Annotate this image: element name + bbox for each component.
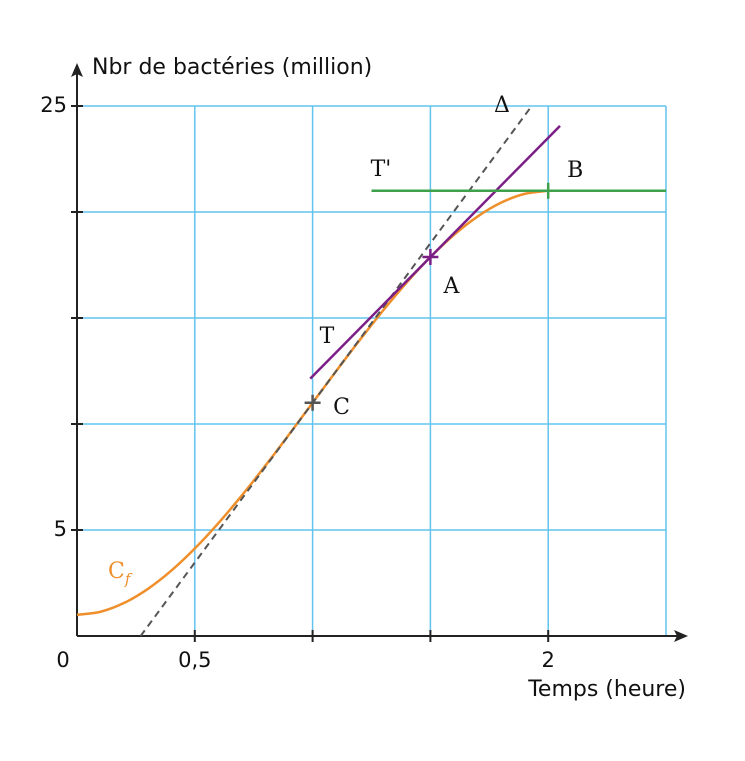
x-tick-label: 2 (542, 648, 555, 672)
point-label: A (442, 274, 460, 299)
point (304, 394, 321, 411)
y-axis-arrow (71, 63, 83, 77)
y-axis-label: Nbr de bactéries (million) (92, 55, 372, 80)
line-label: T (320, 324, 335, 349)
x-axis-label: Temps (heure) (527, 677, 686, 702)
x-tick-label: 0 (56, 648, 69, 672)
tangent-line (139, 105, 533, 637)
point (540, 182, 557, 199)
y-tick-label: 25 (40, 93, 67, 117)
tangent-line (309, 125, 561, 380)
curve-name: C (108, 559, 125, 584)
curve-label: Cf (108, 559, 133, 588)
point-label: B (567, 158, 583, 183)
line-label: Δ (494, 93, 510, 118)
y-tick-label: 5 (54, 517, 67, 541)
point-label: C (333, 395, 350, 420)
x-axis-arrow (674, 630, 688, 642)
x-tick-label: 0,5 (178, 648, 211, 672)
point (422, 248, 439, 265)
line-label: T' (371, 157, 392, 182)
curve-subscript: f (124, 570, 133, 588)
